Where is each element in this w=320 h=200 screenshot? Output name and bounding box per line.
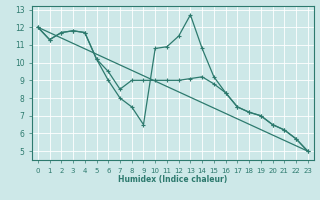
X-axis label: Humidex (Indice chaleur): Humidex (Indice chaleur) xyxy=(118,175,228,184)
